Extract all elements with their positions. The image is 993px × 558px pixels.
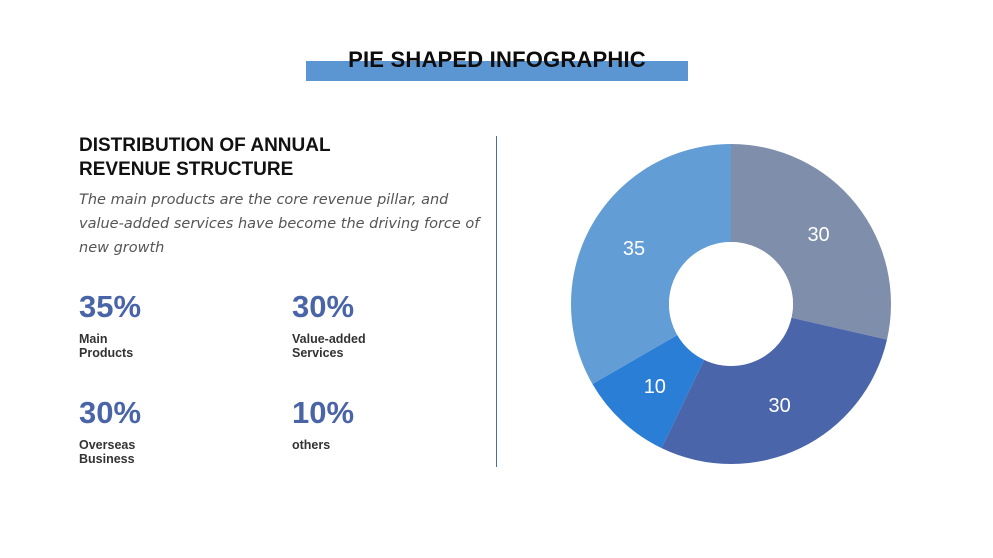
pie-slice-label: 30 — [807, 224, 829, 246]
vertical-divider — [496, 136, 497, 467]
pie-slice-label: 10 — [644, 376, 666, 398]
title-accent-bar — [306, 61, 688, 81]
stat-value: 30% — [292, 289, 355, 324]
stat-value: 30% — [79, 395, 142, 430]
pie-slice-value-added-services — [731, 144, 891, 340]
stat-label: others — [292, 438, 331, 452]
pie-slice-main-products — [571, 144, 731, 384]
stat-label: Overseas Business — [79, 438, 136, 466]
pie-slice-others — [592, 335, 705, 449]
donut-chart: 30 30 10 35 — [571, 144, 891, 464]
pie-slice-overseas-business — [661, 317, 887, 464]
stat-value: 10% — [292, 395, 355, 430]
stat-main-products: 35% Main Products — [79, 289, 249, 361]
page-title: PIE SHAPED INFOGRAPHIC — [348, 47, 646, 72]
stat-label: Main Products — [79, 332, 134, 360]
pie-slice-label: 30 — [768, 395, 790, 417]
stat-value: 35% — [79, 289, 142, 324]
stat-others: 10% others — [292, 395, 462, 453]
pie-slice-label: 35 — [623, 238, 645, 260]
stat-label: Value-added Services — [292, 332, 366, 360]
donut-hole — [669, 242, 793, 366]
section-heading: DISTRIBUTION OF ANNUAL REVENUE STRUCTURE — [79, 135, 331, 180]
stat-value-added-services: 30% Value-added Services — [292, 289, 462, 361]
section-subtitle: The main products are the core revenue p… — [79, 192, 480, 256]
stat-overseas-business: 30% Overseas Business — [79, 395, 249, 467]
